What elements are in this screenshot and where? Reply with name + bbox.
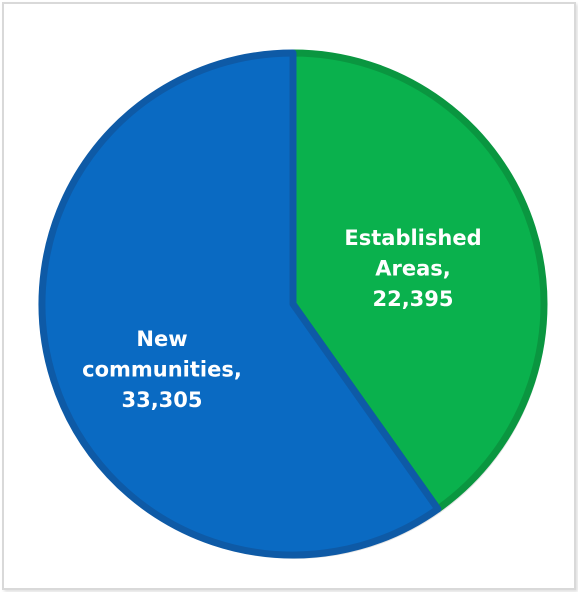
slice-label-established-areas: Established Areas, 22,395 bbox=[344, 226, 481, 311]
slice-label-new-communities: New communities, 33,305 bbox=[82, 327, 242, 412]
pie-slice-new-communities bbox=[38, 49, 442, 559]
pie-slice-established-areas bbox=[289, 49, 548, 513]
